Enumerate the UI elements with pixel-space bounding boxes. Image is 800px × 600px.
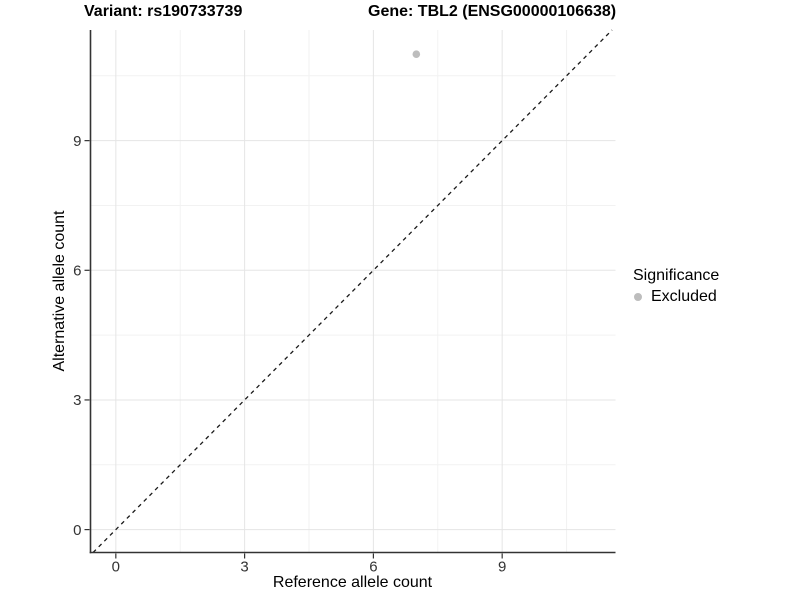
x-axis-label: Reference allele count: [272, 574, 433, 591]
y-axis-label-text: Alternative allele count: [51, 210, 68, 372]
variant-title: Variant: rs190733739: [84, 3, 243, 20]
legend: Significance Excluded: [630, 267, 719, 306]
data-point: [412, 50, 421, 59]
legend-title: Significance: [633, 267, 720, 284]
legend-point-icon: [634, 293, 642, 301]
y-tick-label: 9: [73, 133, 81, 150]
x-tick-label: 3: [240, 559, 248, 576]
x-tick-label: 0: [112, 559, 120, 576]
y-tick-label: 6: [73, 262, 81, 279]
legend-item-excluded: Excluded: [630, 288, 719, 306]
y-tick-label: 0: [73, 522, 81, 539]
identity-line: [92, 29, 613, 553]
gene-title: Gene: TBL2 (ENSG00000106638): [368, 3, 617, 20]
legend-item-label: Excluded: [651, 288, 717, 305]
y-tick-label: 3: [73, 392, 81, 409]
x-tick-label: 6: [369, 559, 377, 576]
x-tick-label: 9: [498, 559, 506, 576]
